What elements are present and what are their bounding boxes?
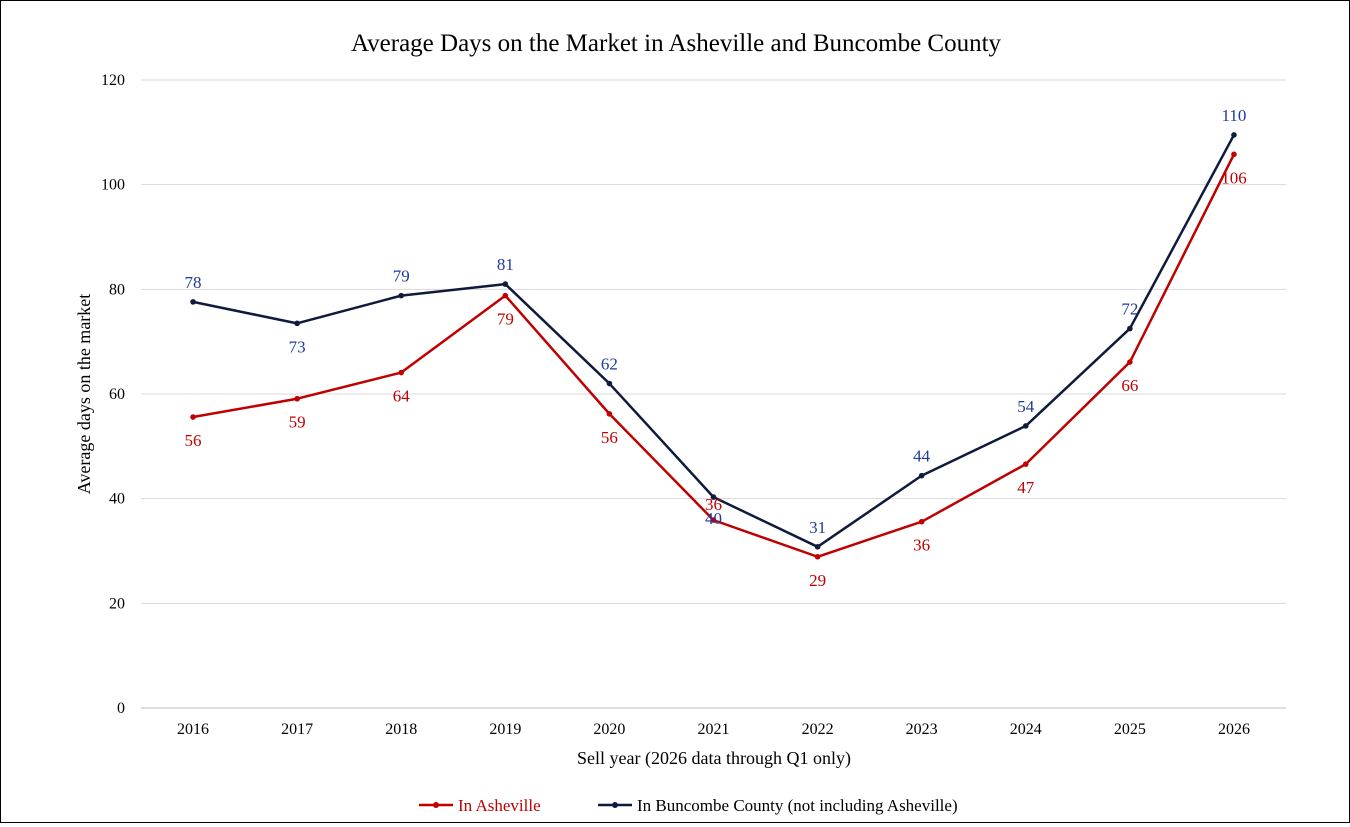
- data-labels-layer: 56 59 64 79 56 36 29 36 47 66 106 78 73 79 81 62 40 31 44 5…: [185, 106, 1247, 590]
- data-point: [398, 369, 405, 376]
- data-point: [398, 292, 405, 299]
- x-tick-label: 2018: [385, 721, 417, 738]
- data-label: 44: [913, 447, 931, 466]
- x-axis-ticks: 2016 2017 2018 2019 2020 2021 2022 2023 2024 2025…: [177, 721, 1250, 738]
- data-label: 56: [601, 428, 618, 447]
- data-point: [1127, 325, 1133, 332]
- data-point: [606, 411, 613, 417]
- data-label: 59: [289, 413, 306, 432]
- y-tick-label: 100: [101, 177, 125, 194]
- data-label: 66: [1121, 376, 1138, 395]
- data-point: [502, 281, 509, 287]
- data-point: [1022, 423, 1029, 429]
- data-point: [294, 395, 300, 402]
- x-tick-label: 2016: [177, 721, 209, 738]
- y-axis-title: Average days on the market: [74, 294, 94, 495]
- x-tick-label: 2023: [906, 721, 938, 738]
- y-tick-label: 40: [109, 491, 125, 508]
- data-point: [1231, 151, 1237, 158]
- y-tick-label: 0: [117, 700, 125, 717]
- data-point: [606, 380, 613, 387]
- data-label: 56: [185, 431, 202, 450]
- y-tick-label: 60: [109, 386, 125, 403]
- x-tick-label: 2021: [698, 721, 730, 738]
- y-tick-label: 20: [109, 595, 125, 612]
- data-label: 29: [809, 571, 826, 590]
- legend-marker: [612, 802, 618, 808]
- data-point: [502, 292, 509, 299]
- data-label: 62: [601, 355, 618, 374]
- data-point: [710, 517, 717, 523]
- data-label: 106: [1221, 168, 1247, 187]
- x-tick-label: 2020: [593, 721, 625, 738]
- data-point: [918, 518, 925, 525]
- data-point: [710, 494, 717, 500]
- x-tick-label: 2024: [1010, 721, 1042, 738]
- y-tick-label: 80: [109, 281, 125, 298]
- x-axis-title: Sell year (2026 data through Q1 only): [577, 748, 851, 769]
- data-label: 72: [1121, 300, 1138, 319]
- data-point: [190, 299, 196, 305]
- data-point: [814, 544, 821, 550]
- legend-label: In Buncombe County (not including Ashevi…: [637, 796, 958, 815]
- data-label: 64: [393, 387, 411, 406]
- x-tick-label: 2026: [1218, 721, 1250, 738]
- data-point: [190, 414, 196, 420]
- legend-marker: [433, 802, 439, 808]
- data-label: 78: [185, 273, 202, 292]
- data-point: [1022, 461, 1029, 467]
- data-point: [294, 320, 300, 327]
- data-point: [918, 472, 925, 479]
- data-label: 47: [1017, 478, 1035, 497]
- data-label: 40: [705, 509, 722, 528]
- data-label: 79: [497, 310, 514, 329]
- data-label: 31: [809, 518, 826, 537]
- data-label: 79: [393, 267, 410, 286]
- data-point: [814, 553, 821, 560]
- data-label: 110: [1222, 106, 1247, 125]
- data-label: 73: [289, 337, 306, 356]
- x-tick-label: 2025: [1114, 721, 1146, 738]
- x-tick-label: 2019: [489, 721, 521, 738]
- data-label: 81: [497, 255, 514, 274]
- series-layer: [190, 132, 1237, 560]
- data-point: [1231, 132, 1237, 138]
- data-label: 36: [913, 536, 930, 555]
- legend: In Asheville In Buncombe County (not incl…: [419, 796, 958, 815]
- x-tick-label: 2017: [281, 721, 313, 738]
- data-label: 54: [1017, 397, 1035, 416]
- legend-label: In Asheville: [458, 796, 541, 815]
- data-label: 36: [705, 495, 722, 514]
- series-line-1: [191, 133, 1236, 549]
- y-tick-label: 120: [101, 72, 125, 89]
- chart-title: Average Days on the Market in Asheville …: [351, 30, 1002, 57]
- y-axis-ticks: 0 20 40 60 80 100 120: [101, 72, 125, 717]
- x-tick-label: 2022: [802, 721, 834, 738]
- data-point: [1127, 359, 1133, 365]
